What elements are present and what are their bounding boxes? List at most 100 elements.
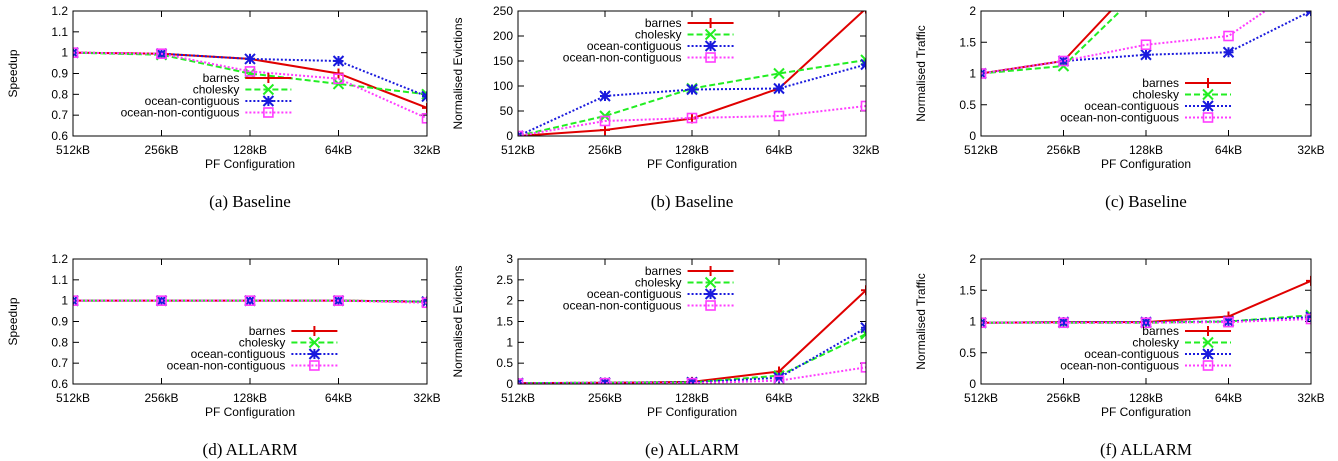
y-tick-label: 250: [493, 4, 513, 18]
y-tick-label: 0.8: [51, 335, 68, 349]
data-point-ocean-non-contiguous: [1223, 30, 1234, 42]
plot-area: [981, 11, 1311, 80]
y-tick-label: 0.8: [51, 87, 68, 101]
legend-marker: [1202, 348, 1214, 360]
legend-label: barnes: [249, 324, 286, 338]
legend: barnescholeskyocean-contiguousocean-non-…: [167, 324, 338, 373]
series-line-ocean-non-contiguous: [73, 299, 427, 304]
data-point-ocean-non-contiguous: [686, 377, 698, 384]
plot-frame: [517, 258, 867, 385]
legend-label: ocean-non-contiguous: [563, 51, 682, 65]
data-point-cholesky: [421, 88, 427, 101]
x-axis-label: PF Configuration: [205, 157, 295, 171]
data-point-ocean-contiguous: [686, 376, 698, 384]
x-tick-label: 512kB: [501, 143, 535, 157]
x-axis-label: PF Configuration: [205, 405, 295, 419]
data-point-ocean-non-contiguous: [1058, 55, 1069, 67]
y-axis-label: Normalised Evictions: [451, 265, 465, 377]
y-tick-label: 2: [969, 252, 976, 266]
subplot-6: 0 0.5 1 1.5 2 512kB 256kB 128kB 64kB 32kB barnesch…: [914, 252, 1325, 459]
legend: barnescholeskyocean-contiguousocean-non-…: [563, 264, 734, 313]
series-line-ocean-contiguous: [518, 63, 866, 136]
subplot-caption: (b) Baseline: [651, 192, 734, 211]
data-point-ocean-non-contiguous: [333, 295, 344, 306]
data-point-ocean-contiguous: [599, 377, 611, 384]
x-tick-label: 128kB: [1129, 391, 1163, 405]
x-tick-label: 64kB: [765, 391, 792, 405]
data-point-ocean-non-contiguous: [860, 100, 866, 112]
legend-marker: [704, 288, 717, 300]
legend-marker: [1203, 326, 1213, 336]
data-point-ocean-non-contiguous: [156, 48, 167, 60]
y-tick-label: 0.5: [959, 346, 976, 360]
data-point-cholesky: [1305, 309, 1311, 321]
data-point-ocean-non-contiguous: [156, 295, 167, 306]
x-tick-label: 256kB: [1046, 391, 1080, 405]
data-point-cholesky: [860, 54, 866, 66]
data-point-ocean-non-contiguous: [860, 362, 866, 373]
data-point-ocean-non-contiguous: [244, 66, 256, 77]
data-point-ocean-non-contiguous: [421, 297, 427, 309]
data-point-ocean-contiguous: [244, 53, 256, 65]
subplot-caption: (c) Baseline: [1105, 192, 1187, 211]
y-tick-label: 1.5: [496, 315, 513, 329]
y-tick-label: 100: [493, 79, 513, 93]
legend: barnescholeskyocean-contiguousocean-non-…: [563, 16, 734, 65]
x-tick-label: 128kB: [233, 143, 267, 157]
legend-label: ocean-non-contiguous: [121, 106, 240, 120]
subplot-caption: (a) Baseline: [209, 192, 291, 211]
y-tick-label: 1: [969, 315, 976, 329]
x-tick-label: 64kB: [325, 143, 352, 157]
y-tick-label: 0: [506, 377, 513, 391]
y-tick-label: 3: [506, 252, 513, 266]
subplot-caption: (d) ALLARM: [203, 440, 298, 459]
legend-label: barnes: [1142, 324, 1179, 338]
x-tick-label: 128kB: [233, 391, 267, 405]
legend-label: ocean-non-contiguous: [1060, 111, 1179, 125]
legend: barnescholeskyocean-contiguousocean-non-…: [121, 71, 292, 120]
x-tick-label: 256kB: [588, 391, 622, 405]
data-point-ocean-non-contiguous: [1305, 313, 1311, 325]
data-point-ocean-contiguous: [773, 372, 785, 384]
x-tick-label: 32kB: [413, 391, 440, 405]
y-tick-label: 50: [500, 104, 514, 118]
legend-marker: [1203, 78, 1213, 88]
legend-label: cholesky: [1132, 88, 1179, 102]
series-line-cholesky: [981, 11, 1122, 75]
y-tick-label: 2.5: [496, 273, 513, 287]
subplot-4: 0.6 0.7 0.8 0.9 1 1.1 1.2 512kB 256kB 128kB 64kB 32…: [6, 252, 441, 459]
data-point-cholesky: [773, 67, 785, 80]
legend-marker: [705, 52, 716, 63]
legend-label: ocean-contiguous: [1084, 347, 1179, 361]
x-tick-label: 32kB: [1297, 391, 1324, 405]
y-tick-label: 0: [969, 377, 976, 391]
data-point-ocean-contiguous: [1140, 49, 1152, 61]
data-point-ocean-non-contiguous: [1223, 316, 1234, 328]
y-tick-label: 0.6: [51, 377, 68, 391]
series-line-ocean-contiguous: [981, 11, 1311, 75]
data-point-ocean-contiguous: [773, 82, 785, 95]
plot-frame: [72, 10, 428, 137]
x-tick-label: 128kB: [675, 143, 709, 157]
legend-marker: [263, 107, 274, 118]
y-axis-label: Speedup: [6, 49, 20, 97]
x-tick-label: 32kB: [1297, 143, 1324, 157]
x-tick-label: 64kB: [325, 391, 352, 405]
legend-label: cholesky: [635, 28, 682, 42]
data-point-ocean-non-contiguous: [773, 110, 785, 122]
plot-area: [518, 11, 866, 136]
data-point-ocean-non-contiguous: [1140, 317, 1152, 329]
plot-area: [981, 275, 1311, 329]
y-tick-label: 1: [969, 67, 976, 81]
legend-label: cholesky: [193, 83, 240, 97]
legend-label: barnes: [203, 71, 240, 85]
legend-marker: [1202, 112, 1214, 123]
y-tick-label: 0.6: [51, 129, 68, 143]
data-point-ocean-non-contiguous: [421, 112, 427, 124]
legend-marker: [705, 300, 716, 311]
y-tick-label: 0.9: [51, 67, 68, 81]
plot-frame: [72, 258, 428, 385]
x-tick-label: 256kB: [144, 143, 178, 157]
x-axis-label: PF Configuration: [1101, 157, 1191, 171]
